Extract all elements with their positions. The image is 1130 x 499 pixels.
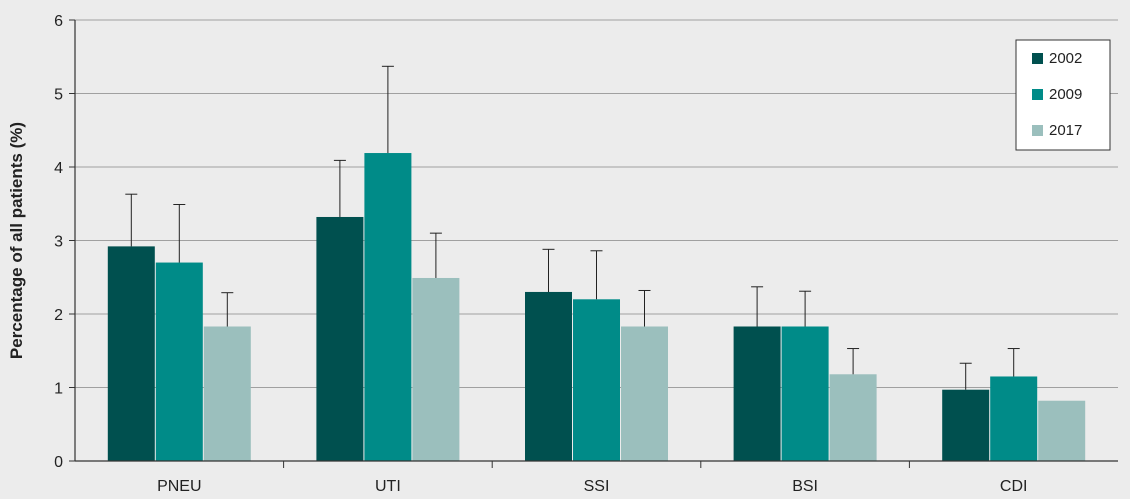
x-tick-label: CDI — [1000, 478, 1028, 495]
bar-2009-PNEU — [155, 262, 203, 461]
y-tick-label: 0 — [54, 454, 63, 471]
bars — [107, 153, 1086, 461]
bar-2002-BSI — [733, 326, 781, 461]
x-tick-label: BSI — [792, 478, 818, 495]
bar-2017-BSI — [829, 374, 877, 461]
axes: 0 1 2 3 4 5 6 PNEU UTI SSI BSI CDI — [54, 13, 1118, 495]
legend-box — [1015, 39, 1111, 151]
bar-2017-SSI — [621, 326, 668, 461]
x-tick-label: SSI — [584, 478, 610, 495]
bar-2002-PNEU — [107, 246, 155, 461]
bar-2002-CDI — [942, 389, 990, 461]
y-tick-label: 2 — [54, 307, 63, 324]
bar-2017-UTI — [412, 277, 460, 461]
legend-label-2002: 2002 — [1049, 50, 1082, 67]
legend-swatch-2002 — [1032, 53, 1043, 64]
gridlines — [75, 19, 1118, 388]
bar-2009-SSI — [573, 299, 620, 461]
legend-label-2017: 2017 — [1049, 122, 1082, 139]
x-tick-label: PNEU — [157, 478, 201, 495]
bar-2009-CDI — [990, 376, 1038, 461]
y-tick-label: 6 — [54, 13, 63, 30]
bar-2002-UTI — [316, 216, 364, 461]
bar-2009-UTI — [364, 153, 412, 461]
bar-2002-SSI — [525, 291, 572, 461]
legend-label-2009: 2009 — [1049, 86, 1082, 103]
y-tick-label: 4 — [54, 160, 63, 177]
x-tick-label: UTI — [375, 478, 401, 495]
legend: 2002 2009 2017 — [1015, 39, 1111, 151]
error-bars — [125, 65, 1020, 390]
legend-swatch-2009 — [1032, 89, 1043, 100]
y-tick-label: 5 — [54, 87, 63, 104]
y-axis-title: Percentage of all patients (%) — [7, 122, 26, 359]
y-tick-label: 1 — [54, 381, 63, 398]
legend-swatch-2017 — [1032, 125, 1043, 136]
bar-2017-CDI — [1038, 400, 1086, 461]
y-tick-label: 3 — [54, 234, 63, 251]
bar-2009-BSI — [781, 326, 829, 461]
bar-2017-PNEU — [203, 326, 251, 461]
